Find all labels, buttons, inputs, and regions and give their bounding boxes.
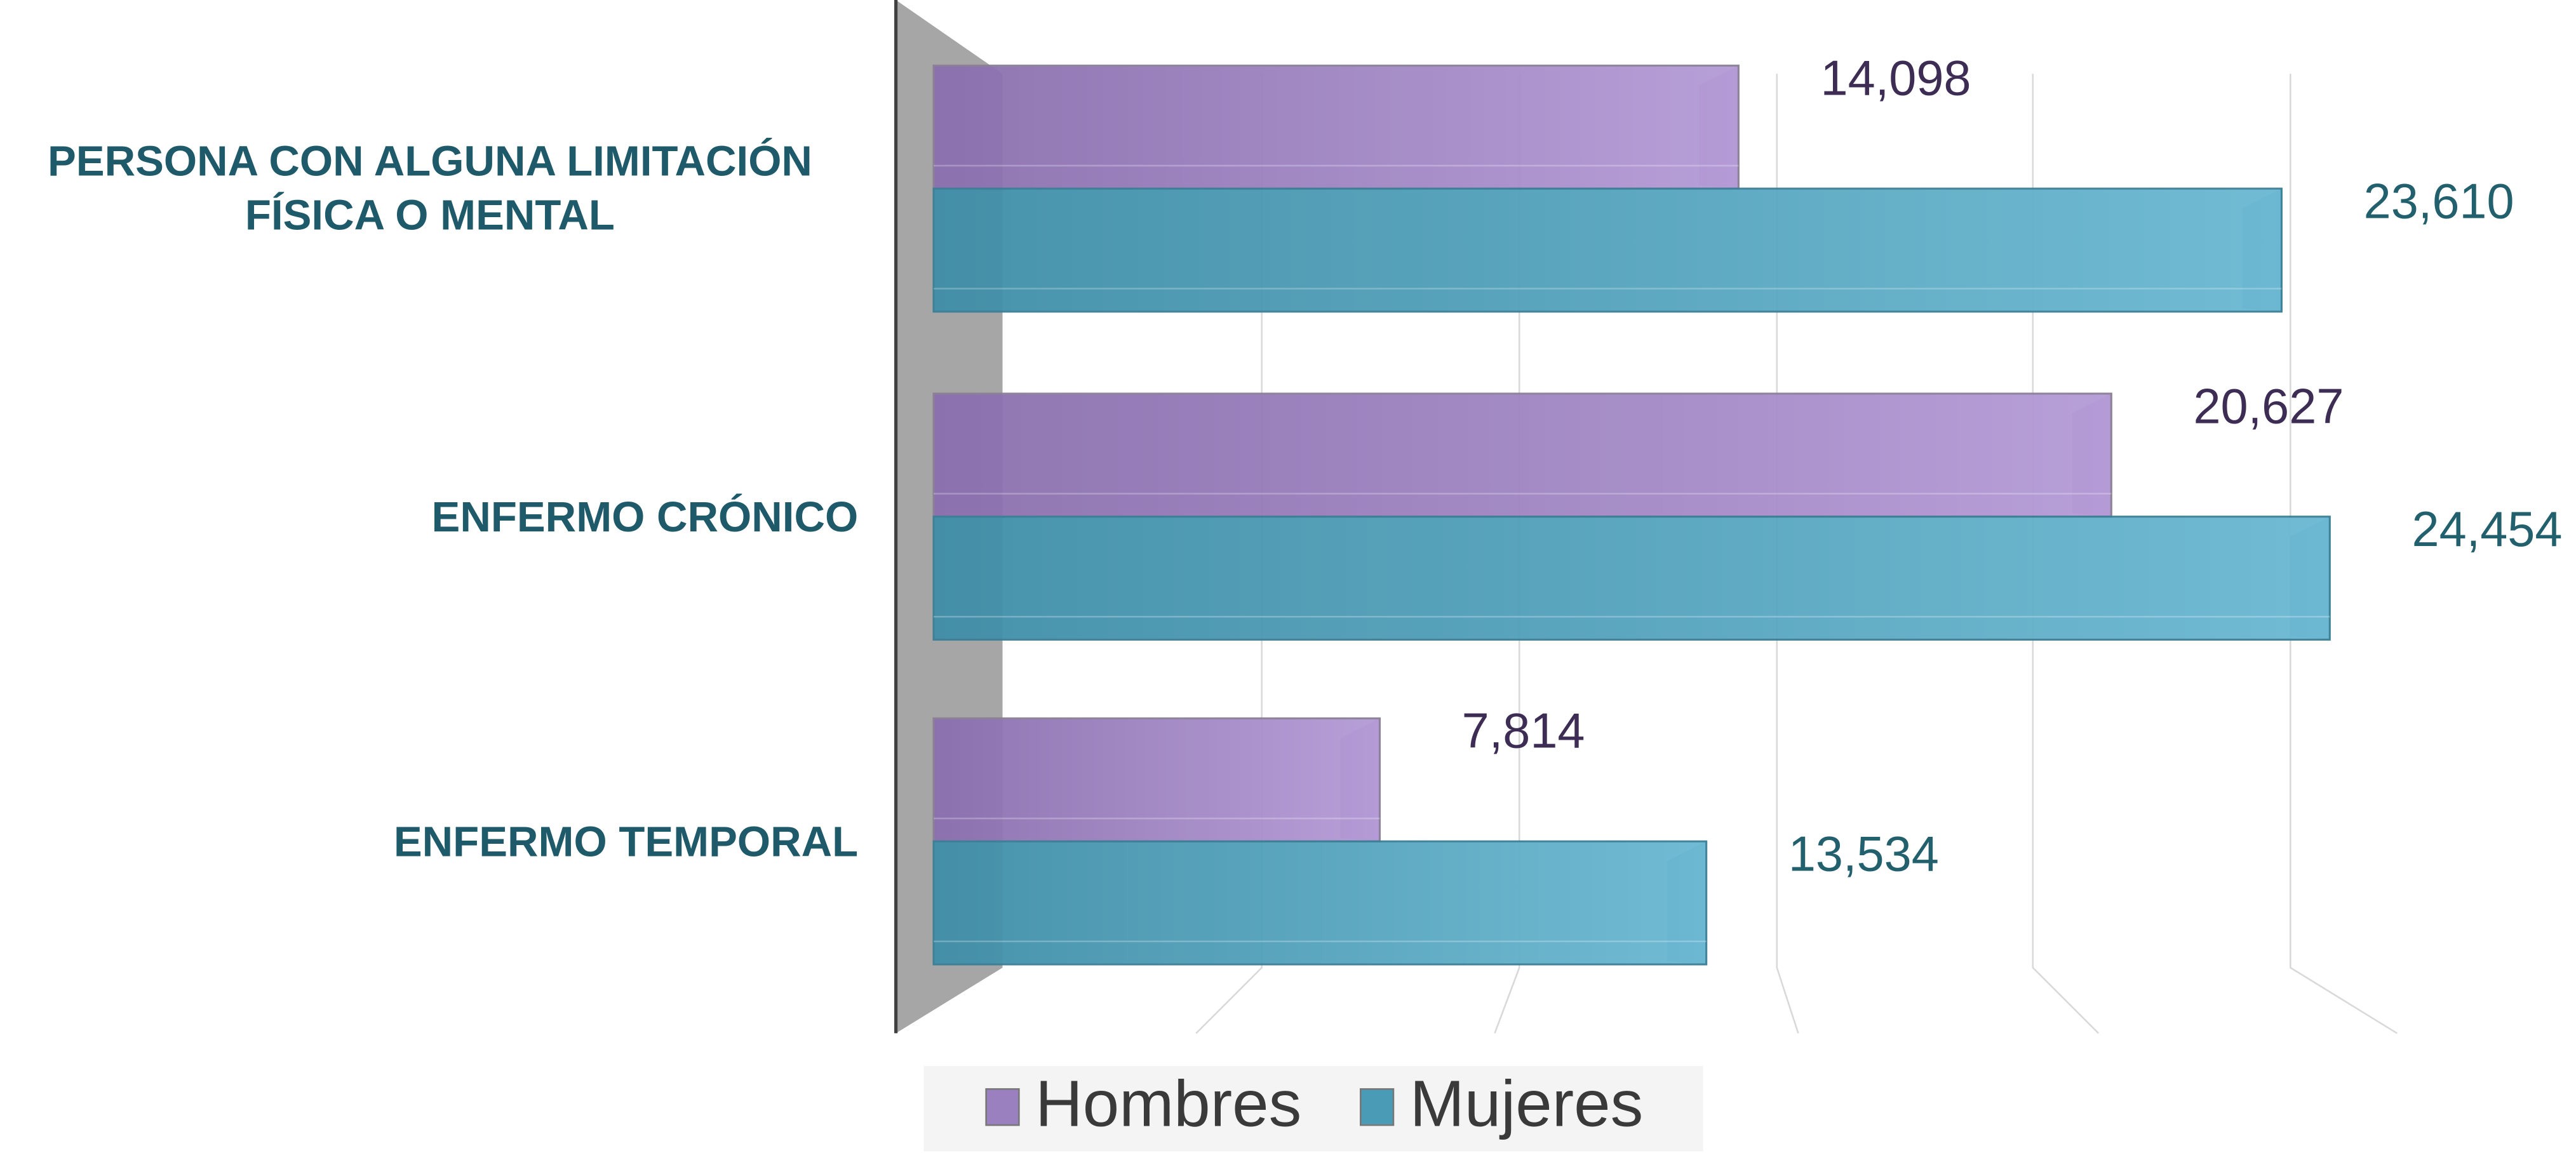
grid-line: [2290, 74, 2398, 1034]
grid-line: [1195, 74, 1263, 1034]
bar: [932, 187, 2283, 313]
data-label: 13,534: [1788, 827, 1939, 881]
legend-swatch: [1359, 1088, 1395, 1126]
category-label-box: ENFERMO CRÓNICO: [2, 394, 859, 639]
bar: [932, 840, 1708, 966]
bar: [932, 392, 2112, 518]
legend-swatch: [985, 1088, 1020, 1126]
y-tick-label: ENFERMO TEMPORAL: [2, 718, 858, 964]
legend-label: Mujeres: [1410, 1067, 1643, 1140]
grid-line: [1776, 74, 1799, 1034]
grid: [1195, 74, 2398, 1034]
category-label-box: PERSONA CON ALGUNA LIMITACIÓN FÍSICA O M…: [2, 65, 858, 311]
grid-line: [2032, 74, 2100, 1034]
legend-box: [923, 1066, 1703, 1152]
data-label: 23,610: [2364, 174, 2514, 229]
bar: [932, 717, 1381, 843]
legend-label: Hombres: [1035, 1067, 1301, 1140]
data-label: 24,454: [2412, 502, 2563, 557]
y-tick-label: ENFERMO CRÓNICO: [2, 394, 859, 639]
data-label: 20,627: [2193, 379, 2344, 434]
y-tick-label-text: ENFERMO TEMPORAL: [393, 816, 859, 865]
grid-line: [1494, 74, 1520, 1034]
y-tick-label-text: PERSONA CON ALGUNA LIMITACIÓN FÍSICA O M…: [48, 136, 812, 240]
category-label-box: ENFERMO TEMPORAL: [2, 718, 858, 964]
bar: [932, 64, 1740, 190]
data-label: 14,098: [1821, 51, 1971, 106]
bar: [932, 516, 2331, 641]
y-tick-label-text: ENFERMO CRÓNICO: [431, 491, 859, 541]
y-tick-label: PERSONA CON ALGUNA LIMITACIÓN FÍSICA O M…: [2, 65, 858, 311]
data-label: 7,814: [1462, 704, 1585, 759]
